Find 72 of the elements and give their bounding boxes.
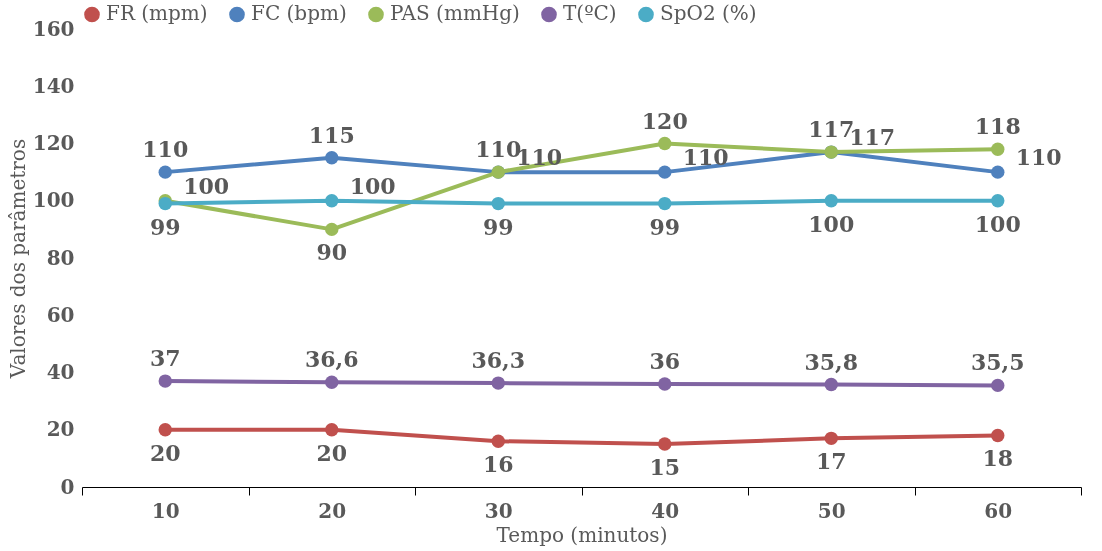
data-label: 36,6 <box>304 346 359 373</box>
y-tick-label: 140 <box>32 73 75 98</box>
point <box>325 375 339 389</box>
data-label: 36,3 <box>471 347 526 374</box>
y-tick-label: 40 <box>46 360 75 384</box>
data-label: 99 <box>149 213 181 240</box>
data-label: 17 <box>815 448 847 475</box>
data-label: 20 <box>316 439 348 466</box>
data-label: 110 <box>142 136 189 163</box>
data-label: 90 <box>316 239 348 266</box>
point <box>824 431 838 446</box>
data-label: 18 <box>982 445 1014 472</box>
y-tick-label: 100 <box>32 188 75 213</box>
point <box>325 222 339 237</box>
legend-label: SpO2 (%) <box>660 1 757 26</box>
data-label: 99 <box>482 213 514 240</box>
data-label: 118 <box>974 113 1021 140</box>
data-label: 110 <box>1015 144 1062 171</box>
data-label: 99 <box>649 213 681 240</box>
y-tick-label: 20 <box>46 417 75 442</box>
point <box>658 377 672 391</box>
data-label: 35,5 <box>970 349 1025 376</box>
legend-label: FC (bpm) <box>251 1 347 26</box>
point <box>824 194 838 208</box>
point <box>658 165 672 179</box>
point <box>325 151 339 165</box>
point <box>991 194 1005 208</box>
y-tick-label: 0 <box>60 474 75 499</box>
point <box>991 428 1005 443</box>
y-axis-title: Valores dos parâmetros <box>5 138 30 380</box>
point <box>658 437 672 451</box>
legend-label: FR (mpm) <box>106 1 208 26</box>
point <box>491 196 505 211</box>
point <box>658 136 672 151</box>
y-tick-label: 120 <box>32 131 75 155</box>
point <box>325 423 339 437</box>
legend-label: T(ºC) <box>563 1 617 26</box>
data-label: 120 <box>641 107 688 134</box>
point <box>824 377 838 392</box>
point <box>991 142 1005 156</box>
y-tick-label: 60 <box>46 302 75 327</box>
data-label: 115 <box>308 121 355 148</box>
data-label: 36 <box>649 347 681 374</box>
data-label: 110 <box>682 144 729 171</box>
point <box>491 434 505 448</box>
point <box>991 378 1005 393</box>
data-label: 100 <box>349 172 396 199</box>
x-tick-label: 20 <box>318 498 347 523</box>
point <box>325 194 339 208</box>
data-label: 100 <box>183 172 230 199</box>
legend-label: PAS (mmHg) <box>390 1 520 26</box>
x-tick-label: 40 <box>651 498 680 523</box>
data-label: 35,8 <box>804 348 859 375</box>
data-label: 100 <box>974 210 1021 237</box>
point <box>491 376 505 390</box>
data-label: 20 <box>149 439 181 466</box>
x-tick-label: 60 <box>984 498 1013 523</box>
point <box>158 423 172 437</box>
x-axis-title: Tempo (minutos) <box>496 522 668 547</box>
data-label: 37 <box>149 345 181 372</box>
data-label: 16 <box>482 451 514 478</box>
data-label: 100 <box>808 210 855 237</box>
x-tick-label: 10 <box>151 498 180 523</box>
point <box>658 196 672 211</box>
y-tick-label: 80 <box>46 245 75 270</box>
point <box>158 374 172 388</box>
data-label: 15 <box>649 454 681 481</box>
x-tick-label: 50 <box>817 498 846 523</box>
point <box>991 165 1005 179</box>
x-tick-label: 30 <box>484 498 513 523</box>
y-tick-label: 160 <box>32 16 75 41</box>
point <box>158 165 172 179</box>
